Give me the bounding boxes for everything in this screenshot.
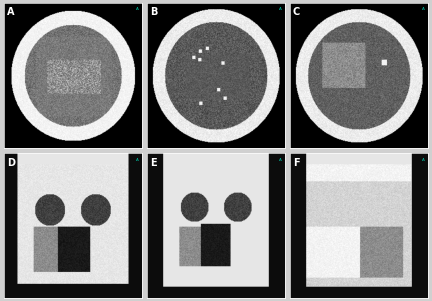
Text: B: B [150, 7, 157, 17]
Text: A: A [422, 158, 425, 162]
Text: D: D [7, 158, 15, 168]
Text: A: A [422, 7, 425, 11]
Text: A: A [136, 7, 139, 11]
Text: A: A [7, 7, 15, 17]
Text: A: A [279, 7, 282, 11]
Text: C: C [293, 7, 300, 17]
Text: A: A [279, 158, 282, 162]
Text: F: F [293, 158, 300, 168]
Text: A: A [136, 158, 139, 162]
Text: E: E [150, 158, 157, 168]
